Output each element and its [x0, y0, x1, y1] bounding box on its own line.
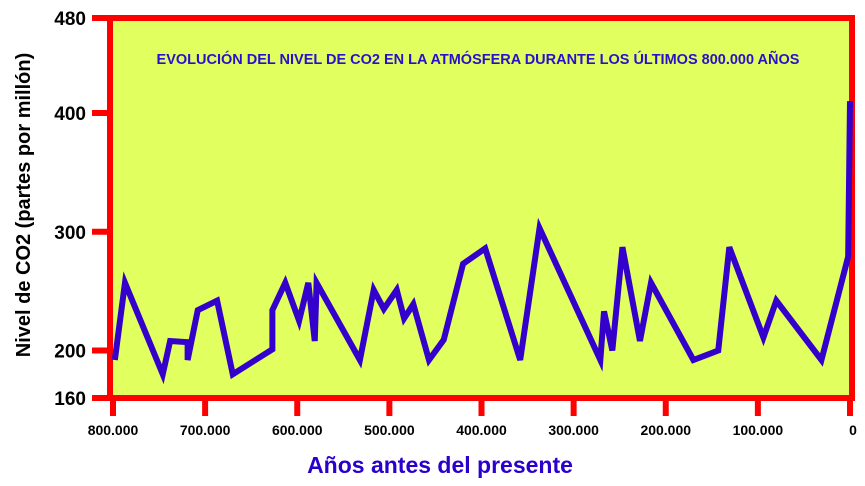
x-tick-label: 500.000 [364, 422, 415, 438]
x-tick-label: 300.000 [548, 422, 599, 438]
x-tick-label: 800.000 [88, 422, 139, 438]
x-tick-label: 400.000 [456, 422, 507, 438]
y-tick-label: 300 [54, 223, 86, 244]
y-axis-label: Nivel de CO2 (partes por millón) [13, 53, 35, 358]
x-tick-label: 700.000 [180, 422, 231, 438]
y-tick-label: 400 [54, 104, 86, 125]
x-tick-label: 100.000 [733, 422, 784, 438]
x-tick-label: 0 [849, 422, 857, 438]
x-axis-label: Años antes del presente [307, 452, 573, 478]
plot-area [107, 15, 855, 401]
x-tick-label: 200.000 [640, 422, 691, 438]
y-tick-label: 160 [54, 389, 86, 410]
y-tick-label: 200 [54, 342, 86, 363]
x-tick-label: 600.000 [272, 422, 323, 438]
chart-title: EVOLUCIÓN DEL NIVEL DE CO2 EN LA ATMÓSFE… [157, 50, 800, 68]
co2-series-line [111, 101, 853, 385]
y-tick-label: 480 [54, 9, 86, 30]
